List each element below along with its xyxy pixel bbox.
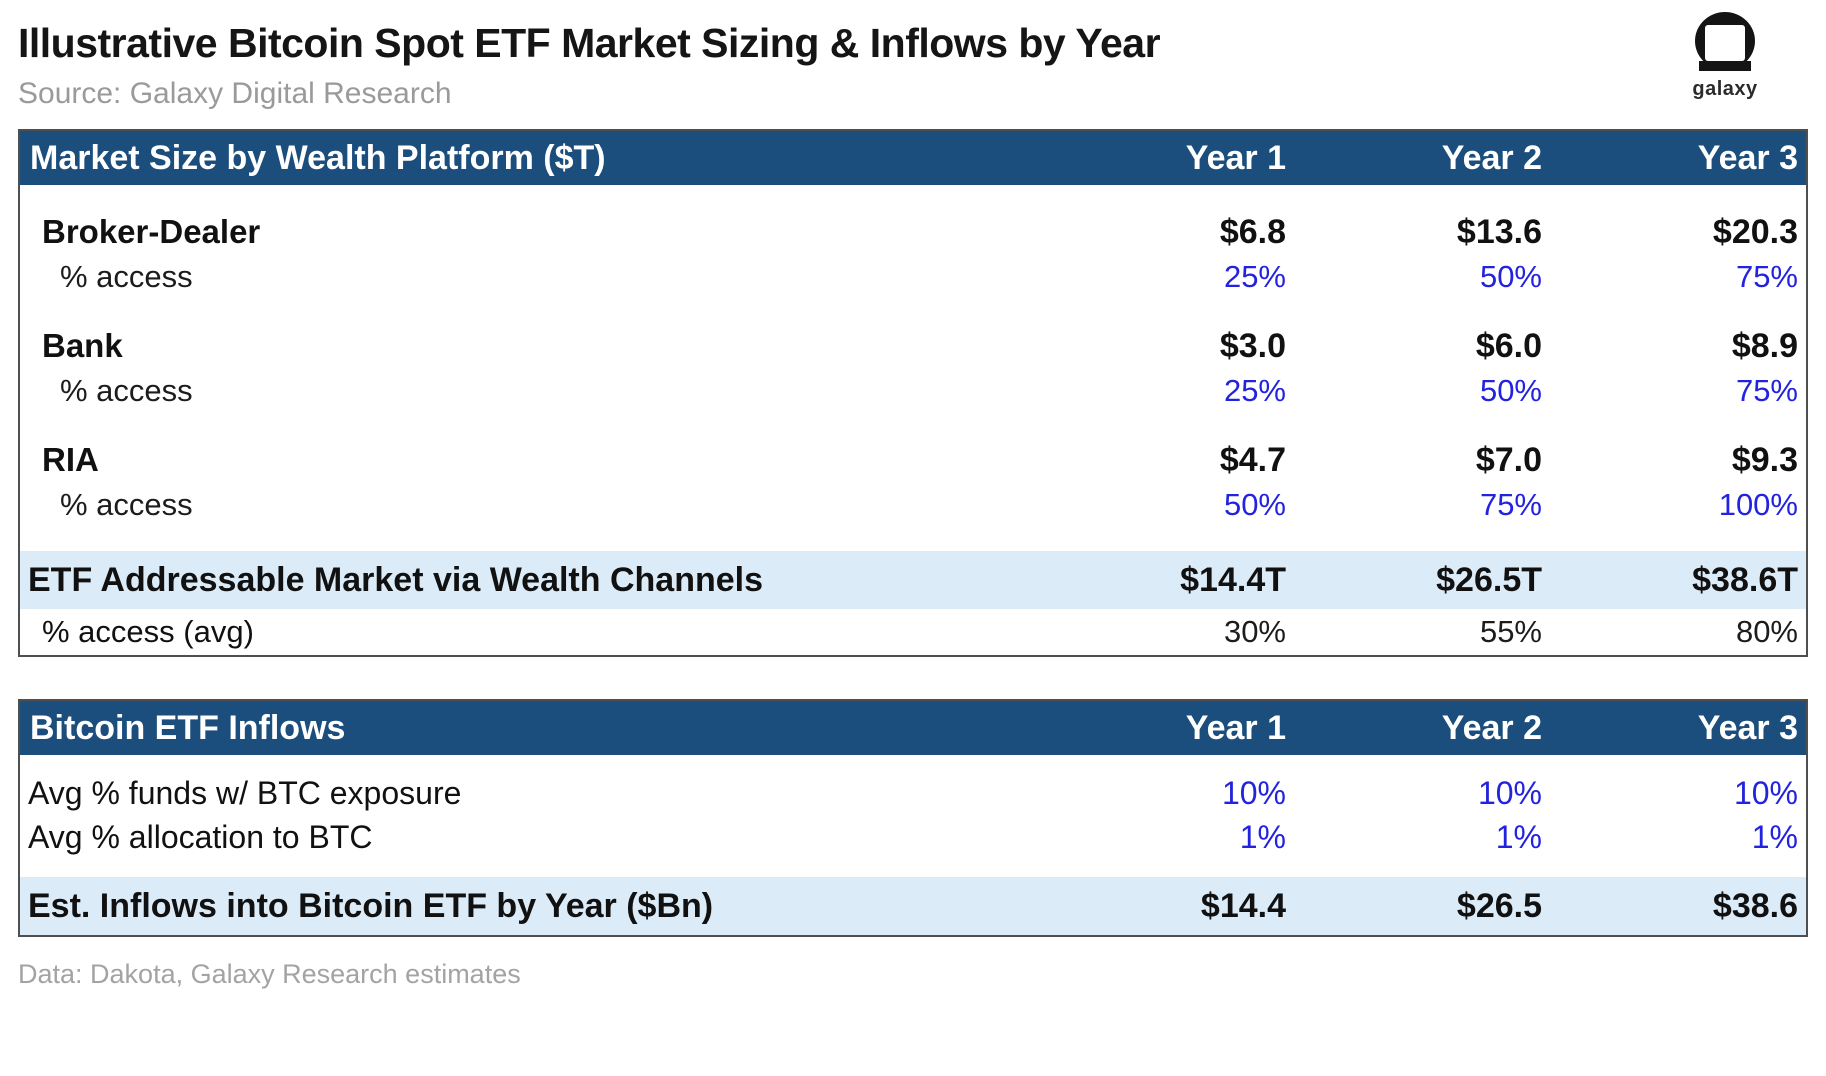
value-year1: 10%	[1221, 774, 1286, 811]
row-label: Avg % funds w/ BTC exposure	[28, 774, 462, 811]
value-year3: 1%	[1751, 818, 1798, 855]
row-label: Est. Inflows into Bitcoin ETF by Year ($…	[28, 886, 714, 925]
value-year1: $3.0	[1219, 326, 1286, 365]
value-year2: 55%	[1479, 614, 1542, 649]
value-year2: 50%	[1479, 373, 1542, 408]
value-year1: 30%	[1223, 614, 1286, 649]
column-header-year3: Year 3	[1697, 138, 1798, 177]
row-ria: RIA $4.7 $7.0 $9.3	[20, 437, 1806, 483]
column-header-year2: Year 2	[1441, 708, 1542, 747]
row-bank: Bank $3.0 $6.0 $8.9	[20, 323, 1806, 369]
row-est-inflows: Est. Inflows into Bitcoin ETF by Year ($…	[20, 877, 1806, 935]
etf-inflows-table-title: Bitcoin ETF Inflows	[30, 708, 346, 747]
value-year2: 75%	[1479, 487, 1542, 522]
value-year2: $26.5	[1456, 886, 1542, 925]
logo-square-shape	[1705, 25, 1745, 61]
value-year1: $14.4	[1200, 886, 1286, 925]
row-label: Bank	[42, 327, 123, 364]
row-label: Avg % allocation to BTC	[28, 818, 373, 855]
row-label: ETF Addressable Market via Wealth Channe…	[28, 560, 764, 599]
value-year1: $6.8	[1219, 212, 1286, 251]
value-year3: 75%	[1735, 259, 1798, 294]
market-size-table: Market Size by Wealth Platform ($T) Year…	[18, 129, 1808, 657]
row-label: % access	[60, 487, 193, 522]
row-bank-access: % access 25% 50% 75%	[20, 369, 1806, 413]
value-year1: 50%	[1223, 487, 1286, 522]
column-header-year1: Year 1	[1185, 138, 1286, 177]
galaxy-logo: galaxy	[1680, 12, 1770, 101]
row-label: % access	[60, 259, 193, 294]
value-year1: 25%	[1223, 373, 1286, 408]
value-year3: $38.6	[1712, 886, 1798, 925]
value-year3: $8.9	[1731, 326, 1798, 365]
column-header-year1: Year 1	[1185, 708, 1286, 747]
page-title: Illustrative Bitcoin Spot ETF Market Siz…	[18, 20, 1161, 66]
value-year3: 10%	[1733, 774, 1798, 811]
row-label: RIA	[42, 441, 99, 478]
row-ria-access: % access 50% 75% 100%	[20, 483, 1806, 527]
market-size-header-row: Market Size by Wealth Platform ($T) Year…	[20, 131, 1806, 185]
market-size-table-title: Market Size by Wealth Platform ($T)	[30, 138, 606, 177]
etf-inflows-header-row: Bitcoin ETF Inflows Year 1 Year 2 Year 3	[20, 701, 1806, 755]
row-label: Broker-Dealer	[42, 213, 261, 250]
value-year2: $6.0	[1475, 326, 1542, 365]
row-label: % access (avg)	[42, 614, 254, 649]
source-caption: Source: Galaxy Digital Research	[18, 77, 452, 110]
column-header-year3: Year 3	[1697, 708, 1798, 747]
value-year2: $7.0	[1475, 440, 1542, 479]
value-year3: 80%	[1735, 614, 1798, 649]
galaxy-logo-icon	[1692, 12, 1758, 74]
value-year2: 10%	[1477, 774, 1542, 811]
value-year3: $38.6T	[1692, 560, 1798, 599]
value-year1: 25%	[1223, 259, 1286, 294]
value-year2: $26.5T	[1436, 560, 1542, 599]
row-broker-dealer-access: % access 25% 50% 75%	[20, 255, 1806, 299]
value-year2: 1%	[1495, 818, 1542, 855]
row-broker-dealer: Broker-Dealer $6.8 $13.6 $20.3	[20, 209, 1806, 255]
etf-inflows-table: Bitcoin ETF Inflows Year 1 Year 2 Year 3…	[18, 699, 1808, 937]
logo-bar-shape	[1699, 61, 1751, 71]
value-year1: $4.7	[1219, 440, 1286, 479]
value-year3: 75%	[1735, 373, 1798, 408]
value-year2: $13.6	[1456, 212, 1542, 251]
row-avg-allocation-btc: Avg % allocation to BTC 1% 1% 1%	[20, 815, 1806, 859]
value-year2: 50%	[1479, 259, 1542, 294]
value-year1: 1%	[1239, 818, 1286, 855]
logo-wordmark: galaxy	[1692, 78, 1758, 100]
row-etf-addressable-market: ETF Addressable Market via Wealth Channe…	[20, 551, 1806, 609]
row-access-avg: % access (avg) 30% 55% 80%	[20, 609, 1806, 655]
data-footnote: Data: Dakota, Galaxy Research estimates	[18, 959, 521, 989]
column-header-year2: Year 2	[1441, 138, 1542, 177]
value-year1: $14.4T	[1180, 560, 1286, 599]
value-year3: 100%	[1718, 487, 1798, 522]
value-year3: $9.3	[1731, 440, 1798, 479]
row-label: % access	[60, 373, 193, 408]
value-year3: $20.3	[1712, 212, 1798, 251]
row-avg-funds-btc-exposure: Avg % funds w/ BTC exposure 10% 10% 10%	[20, 771, 1806, 815]
